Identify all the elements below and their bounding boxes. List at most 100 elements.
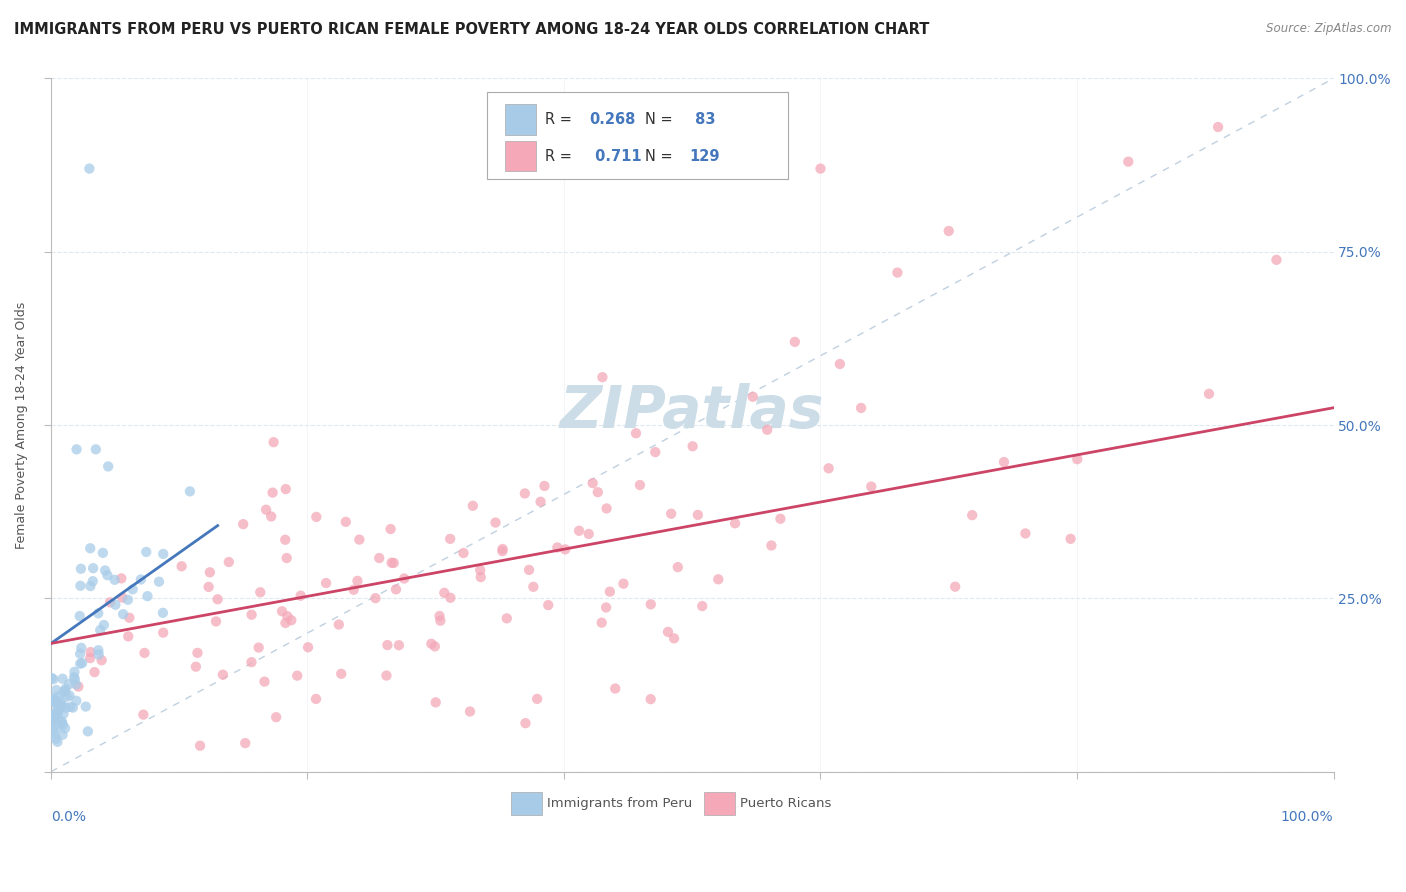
Point bbox=[453, 546, 475, 560]
Point bbox=[70, 640, 93, 655]
Point bbox=[41, 714, 63, 728]
Point bbox=[849, 401, 872, 415]
Point bbox=[262, 485, 284, 500]
Point bbox=[70, 656, 93, 670]
Point bbox=[45, 694, 67, 708]
Point bbox=[315, 576, 337, 591]
Point bbox=[184, 659, 207, 673]
Point bbox=[65, 442, 87, 457]
Point bbox=[170, 559, 193, 574]
Text: Source: ZipAtlas.com: Source: ZipAtlas.com bbox=[1267, 22, 1392, 36]
Point bbox=[79, 541, 101, 556]
Point bbox=[253, 674, 276, 689]
Point bbox=[53, 721, 76, 735]
Point bbox=[305, 692, 328, 706]
Point bbox=[666, 560, 689, 574]
Point bbox=[439, 591, 461, 605]
Text: R =: R = bbox=[544, 149, 576, 164]
Point bbox=[305, 509, 328, 524]
Point bbox=[349, 533, 371, 547]
Text: ZIPatlas: ZIPatlas bbox=[560, 383, 824, 440]
Point bbox=[87, 607, 110, 621]
Point bbox=[582, 476, 605, 491]
Point bbox=[69, 609, 91, 624]
Point bbox=[94, 564, 117, 578]
Point bbox=[364, 591, 387, 606]
Point bbox=[260, 509, 283, 524]
Point bbox=[207, 592, 229, 607]
Point bbox=[546, 541, 568, 555]
Point bbox=[385, 582, 408, 597]
Point bbox=[591, 615, 613, 630]
Point bbox=[152, 547, 174, 561]
Point bbox=[690, 599, 713, 613]
Point bbox=[52, 685, 75, 699]
FancyBboxPatch shape bbox=[704, 792, 734, 815]
Point bbox=[135, 545, 157, 559]
Point bbox=[612, 576, 634, 591]
Point bbox=[392, 572, 415, 586]
Point bbox=[377, 638, 399, 652]
Point bbox=[48, 719, 70, 733]
Point bbox=[628, 478, 651, 492]
Point bbox=[817, 461, 839, 475]
Point bbox=[380, 522, 402, 536]
Point bbox=[591, 370, 613, 384]
Point bbox=[79, 645, 101, 659]
Point bbox=[232, 517, 254, 532]
Point bbox=[39, 713, 62, 727]
Point bbox=[264, 710, 287, 724]
Point bbox=[515, 716, 537, 731]
Point bbox=[233, 736, 256, 750]
Point bbox=[470, 570, 492, 584]
Point bbox=[46, 735, 69, 749]
Point bbox=[640, 598, 662, 612]
Point bbox=[599, 584, 621, 599]
Point bbox=[51, 698, 73, 712]
Point bbox=[51, 672, 73, 686]
Point bbox=[118, 611, 141, 625]
Point bbox=[254, 502, 277, 516]
Point bbox=[90, 653, 112, 667]
Point bbox=[49, 698, 72, 713]
Point bbox=[41, 692, 63, 706]
Text: 129: 129 bbox=[690, 149, 720, 164]
Point bbox=[46, 708, 69, 723]
Point bbox=[249, 585, 271, 599]
Point bbox=[77, 724, 100, 739]
Point bbox=[69, 647, 91, 661]
Point bbox=[938, 224, 960, 238]
Point bbox=[662, 632, 685, 646]
Point bbox=[45, 683, 67, 698]
Point bbox=[529, 494, 551, 508]
Point bbox=[335, 515, 357, 529]
Point bbox=[420, 637, 443, 651]
Point bbox=[70, 562, 93, 576]
Point bbox=[197, 580, 219, 594]
Point bbox=[624, 426, 647, 441]
Point bbox=[79, 579, 101, 593]
Point bbox=[91, 546, 114, 560]
Point bbox=[186, 646, 208, 660]
Point bbox=[188, 739, 211, 753]
Point bbox=[132, 707, 155, 722]
Point bbox=[491, 544, 513, 558]
Point bbox=[84, 442, 107, 457]
Point bbox=[1014, 526, 1036, 541]
Point bbox=[423, 640, 446, 654]
Text: IMMIGRANTS FROM PERU VS PUERTO RICAN FEMALE POVERTY AMONG 18-24 YEAR OLDS CORREL: IMMIGRANTS FROM PERU VS PUERTO RICAN FEM… bbox=[14, 22, 929, 37]
Point bbox=[44, 726, 66, 740]
Point bbox=[330, 666, 353, 681]
Point bbox=[586, 485, 609, 500]
Point bbox=[42, 691, 65, 706]
Y-axis label: Female Poverty Among 18-24 Year Olds: Female Poverty Among 18-24 Year Olds bbox=[15, 301, 28, 549]
Point bbox=[83, 665, 105, 680]
Point bbox=[205, 615, 228, 629]
Point bbox=[578, 527, 600, 541]
Point bbox=[1198, 386, 1220, 401]
Point bbox=[98, 595, 121, 609]
Point bbox=[55, 700, 77, 714]
Point bbox=[707, 572, 730, 586]
Point bbox=[682, 439, 704, 453]
Point bbox=[110, 571, 132, 585]
